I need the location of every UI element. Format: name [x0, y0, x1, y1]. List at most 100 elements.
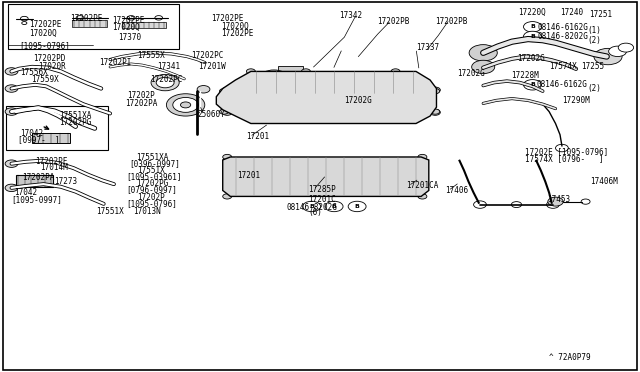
Text: 17202PF: 17202PF [35, 157, 68, 166]
Circle shape [609, 46, 627, 57]
Circle shape [5, 85, 18, 92]
Text: 17251: 17251 [589, 10, 612, 19]
Bar [6, 106, 108, 150]
Circle shape [127, 16, 135, 20]
Circle shape [321, 173, 330, 178]
Text: ^ 72A0P79: ^ 72A0P79 [549, 353, 591, 362]
Text: 17202PG: 17202PG [136, 179, 168, 188]
Circle shape [548, 197, 563, 206]
Text: (6): (6) [308, 208, 323, 217]
Text: 17555X: 17555X [138, 51, 165, 60]
Text: 17201C: 17201C [308, 195, 336, 204]
Circle shape [618, 43, 634, 52]
Circle shape [472, 60, 495, 74]
Circle shape [594, 48, 622, 65]
Text: (1): (1) [588, 26, 602, 35]
Text: 17202PI: 17202PI [99, 58, 132, 67]
Circle shape [264, 73, 284, 84]
Circle shape [301, 69, 310, 74]
Bar [278, 66, 303, 73]
Text: 17290M: 17290M [562, 96, 589, 105]
Text: 17020Q: 17020Q [112, 23, 140, 32]
Text: [0997-  ]: [0997- ] [18, 135, 60, 144]
Bar [16, 175, 53, 187]
Circle shape [325, 201, 343, 212]
Polygon shape [223, 157, 429, 196]
Bar [8, 4, 179, 49]
Text: 17020Q: 17020Q [29, 29, 56, 38]
Text: 17202PE: 17202PE [211, 14, 244, 23]
Text: 17337: 17337 [416, 43, 439, 52]
Text: 17042: 17042 [14, 188, 37, 197]
Text: 17406: 17406 [445, 186, 468, 195]
Text: 08146-8202G: 08146-8202G [287, 203, 337, 212]
Circle shape [524, 80, 541, 90]
Text: [1095-0796]: [1095-0796] [127, 199, 177, 208]
Text: 17202PE: 17202PE [29, 20, 61, 29]
Text: B: B [309, 204, 314, 209]
Text: 08146-6162G: 08146-6162G [536, 80, 587, 89]
Circle shape [5, 160, 18, 167]
Circle shape [511, 202, 522, 208]
Circle shape [20, 16, 28, 21]
Polygon shape [216, 71, 436, 124]
Text: B: B [530, 24, 535, 29]
Text: 17201: 17201 [246, 132, 269, 141]
Text: 17020Q: 17020Q [221, 22, 248, 31]
Text: 17202PG: 17202PG [59, 118, 92, 127]
Text: 17201CA: 17201CA [406, 181, 439, 190]
Text: 17255: 17255 [581, 62, 604, 71]
Text: 17201W: 17201W [198, 62, 226, 71]
Text: 17202E [1095-0796]: 17202E [1095-0796] [525, 147, 608, 156]
Text: 17202G: 17202G [344, 96, 372, 105]
Circle shape [180, 102, 191, 108]
Text: 17551XA: 17551XA [136, 153, 168, 162]
Text: 17273: 17273 [54, 177, 77, 186]
Text: 17559X: 17559X [31, 76, 58, 84]
Circle shape [431, 89, 440, 94]
Text: [0396-0997]: [0396-0997] [129, 159, 180, 168]
Bar [122, 22, 166, 28]
Circle shape [5, 68, 18, 75]
Text: (2): (2) [588, 36, 602, 45]
Circle shape [22, 22, 27, 25]
Text: B: B [530, 82, 535, 87]
Text: 17202PB: 17202PB [435, 17, 468, 26]
Text: B: B [332, 204, 337, 209]
Text: 17202G: 17202G [517, 54, 545, 63]
Circle shape [246, 69, 255, 74]
Circle shape [316, 170, 335, 181]
Text: 17202PE: 17202PE [70, 14, 103, 23]
Circle shape [5, 108, 18, 115]
Text: 17240: 17240 [560, 8, 583, 17]
Text: 17202PC: 17202PC [150, 75, 183, 84]
Text: 17341: 17341 [157, 62, 180, 71]
Text: 17042: 17042 [20, 129, 44, 138]
Circle shape [151, 74, 179, 91]
Circle shape [220, 89, 228, 94]
Text: 17453: 17453 [547, 195, 570, 204]
Text: 17202G: 17202G [458, 69, 485, 78]
Circle shape [469, 45, 497, 61]
Text: 17202PB: 17202PB [378, 17, 410, 26]
Circle shape [303, 201, 321, 212]
Text: 17556X: 17556X [20, 68, 48, 77]
Circle shape [223, 194, 232, 199]
Bar [32, 133, 70, 143]
Circle shape [524, 31, 541, 42]
Circle shape [76, 16, 84, 20]
Circle shape [400, 173, 409, 178]
Circle shape [260, 70, 288, 86]
Circle shape [223, 154, 232, 160]
Text: 17202P: 17202P [137, 193, 164, 202]
Text: 17551X: 17551X [96, 207, 124, 216]
Text: 17228M: 17228M [511, 71, 538, 80]
Circle shape [222, 87, 232, 93]
Circle shape [237, 170, 256, 181]
Circle shape [556, 144, 568, 152]
Circle shape [5, 184, 18, 192]
Text: 17013N: 17013N [133, 207, 161, 216]
Text: 17342: 17342 [339, 12, 362, 20]
Circle shape [156, 77, 174, 88]
Text: 17202PE: 17202PE [112, 16, 145, 25]
